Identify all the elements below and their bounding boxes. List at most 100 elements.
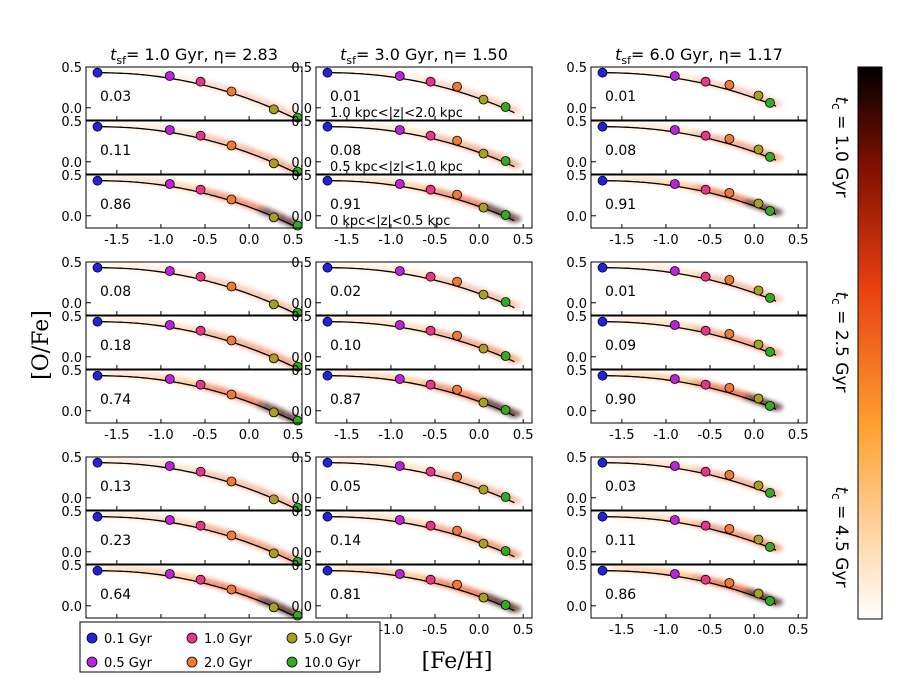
age-marker-point — [425, 574, 436, 585]
y-tick-label: 0.0 — [566, 600, 587, 615]
age-marker-point — [92, 565, 103, 576]
x-tick-label: 0.0 — [744, 233, 765, 248]
age-marker-point — [478, 484, 489, 495]
age-marker-point — [452, 276, 463, 287]
y-tick-label: 0.5 — [61, 451, 82, 466]
x-tick-label: -0.5 — [192, 428, 217, 443]
age-marker-point — [452, 525, 463, 536]
x-tick-label: 0.5 — [513, 428, 534, 443]
evolution-track-line — [602, 375, 777, 410]
age-marker-point — [452, 384, 463, 395]
age-marker-point — [394, 515, 405, 525]
age-marker-point — [669, 515, 680, 525]
subpanel: 0.5 0.0 0.11 — [566, 505, 808, 565]
y-tick-label: 0.5 — [291, 61, 312, 76]
age-marker-point — [164, 266, 175, 276]
age-marker-point — [425, 271, 436, 282]
age-marker-point — [500, 546, 511, 556]
evolution-track-line — [97, 321, 294, 368]
x-tick-label: 0.5 — [788, 428, 809, 443]
y-tick-label: 0.0 — [566, 210, 587, 225]
age-marker-point — [478, 592, 489, 603]
age-marker-point — [425, 184, 436, 195]
fraction-label: 0.08 — [330, 143, 361, 159]
age-marker-point — [164, 71, 175, 81]
subpanel: 0.5 0.0 0.05 — [291, 451, 533, 511]
subpanel: 0.5 0.0 0.10 — [291, 310, 533, 370]
age-marker-point — [700, 520, 711, 531]
subpanel-frame — [590, 315, 808, 370]
subpanel-frame — [315, 120, 533, 175]
legend-entry-label: 5.0 Gyr — [304, 632, 353, 647]
panel-grid: 0.50.00.030.50.00.110.50.00.86-1.5 -1.0 -0… — [61, 61, 808, 638]
age-marker-point — [724, 133, 735, 144]
age-marker-point — [268, 299, 279, 310]
age-marker-point — [452, 189, 463, 200]
fraction-label: 0.64 — [100, 587, 131, 603]
legend-marker — [286, 656, 298, 668]
age-marker-point — [597, 262, 608, 273]
subpanel: 0.5 0.0 0.86 — [566, 559, 808, 619]
age-marker-point — [425, 76, 436, 87]
subpanel-frame — [315, 369, 533, 424]
y-tick-label: 0.0 — [61, 492, 82, 507]
z-bin-label: 0.5 kpc<|z|<1.0 kpc — [330, 160, 463, 175]
fraction-label: 0.08 — [100, 284, 131, 300]
fraction-label: 0.91 — [330, 197, 361, 213]
y-tick-label: 0.0 — [61, 156, 82, 171]
age-marker-point — [700, 325, 711, 336]
row-group-label: tc = 1.0 Gyr — [829, 97, 851, 198]
y-tick-label: 0.0 — [61, 405, 82, 420]
age-marker-point — [195, 76, 206, 87]
fraction-label: 0.01 — [605, 284, 636, 300]
legend: 0.1 Gyr 0.5 Gyr 1.0 Gyr 2.0 Gyr 5.0 Gyr 10.0 … — [79, 621, 381, 673]
age-marker-point — [268, 548, 279, 559]
age-marker-point — [597, 370, 608, 381]
evolution-track-line — [97, 72, 294, 119]
age-marker-point — [724, 274, 735, 285]
age-marker-point — [765, 205, 775, 216]
fraction-label: 0.86 — [100, 197, 131, 213]
subpanel: 0.5 0.0 0.74 — [61, 364, 303, 426]
x-tick-label: -1.5 — [334, 428, 359, 443]
age-marker-point — [164, 125, 175, 135]
y-tick-label: 0.0 — [291, 297, 312, 312]
age-marker-point — [765, 151, 775, 162]
age-marker-point — [597, 67, 608, 78]
age-marker-point — [500, 102, 511, 112]
y-tick-label: 0.0 — [566, 351, 587, 366]
x-tick-label: -0.5 — [192, 233, 217, 248]
subpanel: 0.5 0.0 0.11 — [61, 115, 303, 177]
age-marker-point — [452, 471, 463, 482]
age-marker-point — [226, 281, 237, 292]
age-marker-point — [226, 530, 237, 541]
age-marker-point — [425, 466, 436, 477]
age-marker-point — [669, 320, 680, 330]
legend-entry-label: 0.5 Gyr — [104, 656, 153, 671]
age-marker-point — [164, 461, 175, 471]
subpanel: 0.5 0.0 0.080.5 kpc<|z|<1.0 kpc — [291, 115, 533, 175]
y-tick-label: 0.5 — [291, 115, 312, 130]
y-tick-label: 0.5 — [61, 505, 82, 520]
age-marker-point — [753, 285, 764, 296]
subpanel-frame — [315, 66, 533, 121]
age-marker-point — [322, 121, 333, 132]
y-tick-label: 0.5 — [61, 256, 82, 271]
fraction-label: 0.11 — [100, 143, 131, 159]
age-marker-point — [268, 407, 279, 418]
y-tick-label: 0.0 — [291, 405, 312, 420]
colorbar — [857, 66, 883, 620]
age-marker-point — [478, 343, 489, 354]
age-marker-point — [92, 370, 103, 381]
fraction-label: 0.23 — [100, 533, 131, 549]
y-tick-label: 0.0 — [566, 405, 587, 420]
y-tick-label: 0.0 — [291, 210, 312, 225]
age-marker-point — [597, 565, 608, 576]
age-marker-point — [452, 330, 463, 341]
age-marker-point — [478, 289, 489, 300]
age-marker-point — [700, 184, 711, 195]
fraction-label: 0.01 — [330, 89, 361, 105]
subpanel-frame — [85, 174, 303, 229]
fraction-label: 0.01 — [605, 89, 636, 105]
